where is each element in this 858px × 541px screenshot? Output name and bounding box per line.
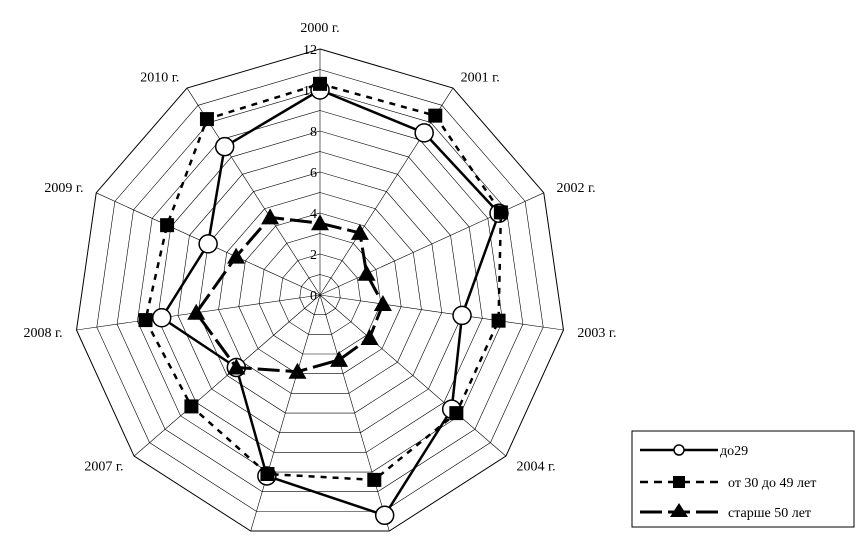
spoke-5 bbox=[319, 294, 390, 532]
point-0-10 bbox=[214, 136, 235, 157]
legend-marker-0 bbox=[673, 444, 685, 456]
point-2-0 bbox=[311, 214, 329, 231]
grid-ring-5 bbox=[218, 192, 422, 394]
series-2 bbox=[187, 208, 392, 379]
tick-label-12: 12 bbox=[303, 43, 317, 58]
category-labels: 2000 г.2001 г.2002 г.2003 г.2004 г.2005 … bbox=[23, 21, 616, 474]
point-1-3 bbox=[491, 313, 506, 328]
spoke-7 bbox=[133, 294, 321, 457]
point-0-1 bbox=[414, 123, 434, 143]
point-2-5 bbox=[330, 350, 349, 367]
grid-ring-3 bbox=[258, 233, 382, 355]
point-2-8 bbox=[187, 303, 206, 320]
spoke-4 bbox=[319, 294, 507, 457]
point-2-7 bbox=[227, 358, 246, 375]
radar-spokes bbox=[76, 49, 564, 532]
point-2-3 bbox=[373, 295, 392, 312]
series-line-0 bbox=[160, 88, 501, 517]
point-1-6 bbox=[260, 466, 275, 481]
series-0 bbox=[151, 80, 509, 526]
grid-ring-6 bbox=[197, 171, 443, 414]
point-0-8 bbox=[151, 308, 172, 328]
grid-ring-2 bbox=[279, 253, 361, 335]
radar-grid bbox=[75, 48, 565, 532]
category-label-4: 2004 г. bbox=[516, 459, 555, 474]
point-1-10 bbox=[199, 112, 214, 127]
point-1-2 bbox=[493, 205, 508, 220]
tick-label-6: 6 bbox=[310, 166, 317, 181]
point-2-10 bbox=[261, 208, 280, 225]
legend-marker-1 bbox=[673, 476, 685, 488]
tick-label-4: 4 bbox=[310, 207, 317, 222]
grid-ring-11 bbox=[96, 69, 544, 512]
point-0-3 bbox=[452, 305, 472, 326]
grid-ring-7 bbox=[177, 151, 463, 433]
point-1-8 bbox=[138, 313, 153, 328]
grid-ring-1 bbox=[299, 274, 341, 315]
tick-label-2: 2 bbox=[310, 248, 317, 263]
point-2-9 bbox=[227, 247, 246, 264]
point-2-2 bbox=[357, 264, 376, 281]
category-label-8: 2008 г. bbox=[23, 326, 62, 341]
category-label-0: 2000 г. bbox=[300, 21, 339, 36]
tick-label-8: 8 bbox=[310, 125, 317, 140]
point-0-5 bbox=[374, 505, 395, 526]
spoke-3 bbox=[319, 294, 564, 331]
legend-item-1: от 30 до 49 лет bbox=[640, 476, 816, 491]
category-label-2: 2002 г. bbox=[557, 181, 596, 196]
point-2-6 bbox=[288, 362, 307, 379]
grid-ring-10 bbox=[116, 89, 524, 492]
legend-label-0: до29 bbox=[720, 444, 748, 459]
point-0-9 bbox=[198, 234, 218, 254]
legend-marker-2 bbox=[670, 503, 688, 517]
category-label-3: 2003 г. bbox=[577, 326, 616, 341]
grid-ring-4 bbox=[238, 212, 402, 374]
series-group bbox=[138, 76, 509, 526]
point-2-1 bbox=[350, 223, 369, 240]
point-1-9 bbox=[160, 218, 175, 233]
legend-item-0: до29 bbox=[640, 444, 748, 459]
category-label-9: 2009 г. bbox=[44, 181, 83, 196]
grid-ring-8 bbox=[157, 130, 483, 453]
point-1-5 bbox=[367, 472, 382, 487]
point-1-1 bbox=[428, 108, 443, 123]
series-line-1 bbox=[144, 82, 503, 482]
grid-ring-9 bbox=[137, 110, 503, 473]
category-label-10: 2010 г. bbox=[140, 70, 179, 85]
legend-item-2: старше 50 лет bbox=[640, 503, 811, 521]
point-1-0 bbox=[313, 76, 327, 91]
point-2-4 bbox=[360, 328, 379, 345]
category-label-7: 2007 г. bbox=[84, 459, 123, 474]
category-label-1: 2001 г. bbox=[461, 70, 500, 85]
point-1-7 bbox=[184, 399, 199, 414]
legend: до29 от 30 до 49 лет старше 50 лет bbox=[631, 430, 855, 528]
legend-label-2: старше 50 лет bbox=[728, 506, 811, 521]
tick-label-0: 0 bbox=[310, 289, 317, 304]
series-1 bbox=[138, 76, 508, 487]
point-1-4 bbox=[449, 406, 464, 421]
grid-ring-12 bbox=[75, 48, 565, 532]
legend-label-1: от 30 до 49 лет bbox=[728, 476, 816, 491]
spoke-6 bbox=[250, 294, 321, 532]
